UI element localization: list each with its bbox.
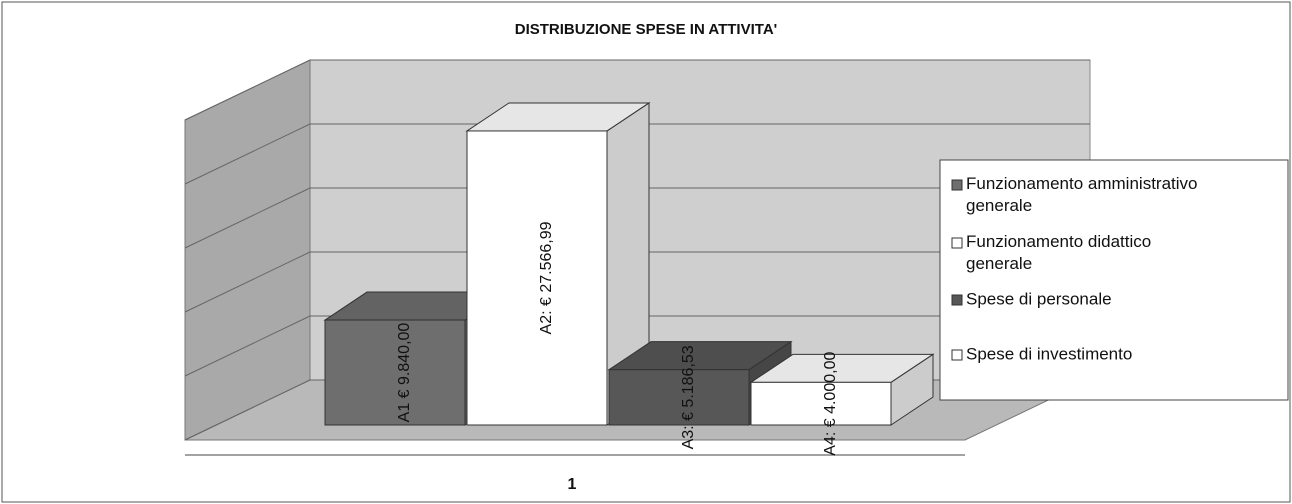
- bar: [324, 319, 466, 426]
- value-label: A2: € 27.566,99: [538, 221, 555, 334]
- legend-label: Spese di investimento: [966, 344, 1132, 363]
- value-label: A4: € 4.000,00: [822, 352, 839, 456]
- value-label-group: A4: € 4.000,00: [822, 352, 839, 456]
- legend-swatch: [951, 179, 963, 191]
- grid-line: [184, 59, 311, 121]
- value-label: A1 € 9.840,00: [396, 323, 413, 423]
- side-wall: [184, 59, 311, 441]
- bar: [750, 381, 892, 426]
- legend-swatch: [951, 349, 963, 361]
- legend-swatch: [951, 237, 963, 249]
- legend-label: Funzionamento amministrativo generale: [966, 174, 1197, 215]
- legend-label-line: Funzionamento amministrativo: [966, 174, 1197, 193]
- legend-label: Funzionamento didattico generale: [966, 232, 1151, 273]
- grid-line: [184, 379, 311, 441]
- legend-box: [939, 159, 1289, 401]
- grid-line: [184, 123, 311, 185]
- grid-line: [184, 187, 311, 249]
- legend-swatch: [951, 294, 963, 306]
- chart-title: DISTRIBUZIONE SPESE IN ATTIVITA': [515, 21, 777, 38]
- legend-label-line: Funzionamento didattico: [966, 232, 1151, 251]
- value-label: A3: € 5.186,53: [680, 345, 697, 449]
- grid-line: [184, 251, 311, 313]
- legend-label-line: generale: [966, 196, 1032, 215]
- value-label-group: A2: € 27.566,99: [538, 221, 555, 334]
- x-tick-label: 1: [568, 476, 577, 493]
- bar: [608, 369, 750, 426]
- grid-line: [184, 315, 311, 377]
- value-label-group: A1 € 9.840,00: [396, 323, 413, 423]
- value-label-group: A3: € 5.186,53: [680, 345, 697, 449]
- bar: [466, 130, 608, 426]
- legend-label: Spese di personale: [966, 289, 1112, 308]
- legend-label-line: generale: [966, 254, 1032, 273]
